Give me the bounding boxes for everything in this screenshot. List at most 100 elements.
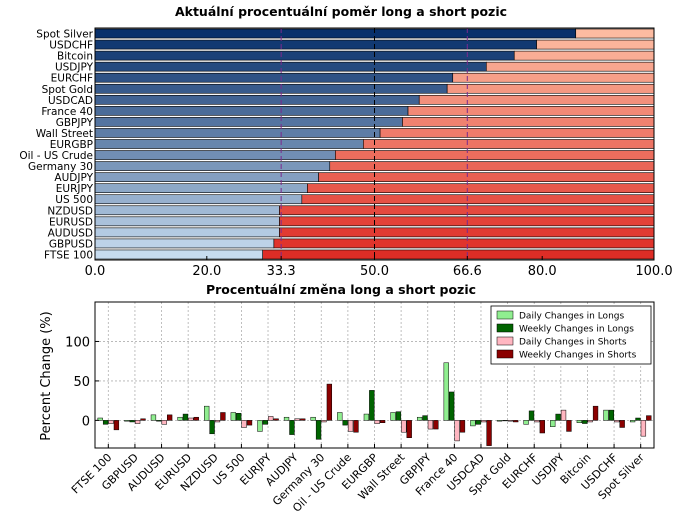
long-bar (94, 106, 409, 116)
change-bar (337, 412, 343, 421)
change-bar (635, 417, 641, 421)
short-bar (446, 83, 655, 94)
long-bar (94, 194, 303, 205)
category-label: Bitcoin (57, 51, 93, 63)
change-bar (486, 420, 492, 446)
category-label: EURCHF (51, 73, 93, 85)
category-label: US 500 (55, 194, 93, 206)
change-bar (102, 420, 109, 425)
change-bar (576, 420, 583, 423)
long-bar (94, 227, 280, 238)
change-bar (204, 405, 210, 421)
change-bar (459, 420, 466, 433)
short-bar (402, 117, 655, 127)
change-bar (236, 413, 242, 421)
change-bar (129, 420, 135, 423)
change-bar (273, 418, 279, 421)
short-bar (536, 39, 655, 50)
legend-swatch (496, 310, 514, 320)
change-bar (502, 420, 508, 422)
bottom-chart-title: Procentuální změna long a short pozic (206, 282, 476, 297)
bottom-y-axis-label: Percent Change (%) (39, 311, 54, 440)
change-bar (257, 420, 263, 432)
category-label: AUDJPY (54, 172, 93, 184)
change-bar (220, 412, 226, 421)
long-bar (94, 83, 448, 94)
x-tick-label: 33.3 (267, 264, 296, 279)
long-bar (94, 139, 364, 149)
bottom-bars (97, 362, 652, 446)
change-bar (321, 420, 327, 423)
change-bar (161, 420, 167, 425)
change-bar (528, 410, 535, 421)
short-bar (279, 205, 655, 216)
legend-swatch (496, 336, 514, 346)
change-bar (496, 420, 503, 422)
change-bar (188, 417, 194, 421)
change-bar (268, 416, 274, 421)
category-label: NZDUSD (47, 205, 93, 217)
long-bar (94, 72, 454, 83)
legend-label: Weekly Changes in Longs (519, 325, 634, 335)
short-bar (418, 94, 655, 105)
category-label: GBPJPY (56, 117, 94, 129)
change-bar (534, 420, 540, 423)
change-bar (140, 418, 146, 421)
category-label: Germany 30 (28, 161, 93, 173)
category-label: USDCAD (48, 95, 93, 107)
change-bar (449, 391, 455, 421)
change-bar (300, 418, 306, 421)
change-bar (246, 420, 253, 426)
change-bar (150, 414, 157, 421)
change-bar (550, 420, 556, 427)
long-bar (94, 94, 420, 105)
change-bar (353, 420, 359, 433)
change-bar (422, 415, 428, 421)
change-bar (347, 420, 354, 432)
change-bar (582, 420, 588, 424)
category-label: Wall Street (36, 128, 93, 140)
category-label: USDCHF (49, 40, 93, 52)
category-label: GBPUSD (49, 238, 93, 250)
x-tick-label: 80.0 (528, 264, 557, 279)
change-bar (507, 420, 513, 422)
change-bar (97, 417, 103, 421)
x-tick-label: 50.0 (360, 264, 389, 279)
change-bar (182, 413, 189, 421)
change-bar (134, 420, 141, 424)
top-x-ticks: 0.0 20.0 33.3 50.0 66.6 80.0 100.0 (85, 256, 673, 279)
category-label: Spot Gold (42, 84, 93, 96)
change-bar (523, 420, 529, 425)
change-bar (363, 413, 370, 421)
change-bar (629, 420, 636, 423)
long-bar (94, 117, 403, 127)
change-bar (614, 420, 620, 423)
change-bar (230, 412, 236, 421)
change-bar (539, 420, 545, 434)
short-bar (329, 161, 655, 171)
long-bar (94, 216, 280, 227)
change-bar (193, 416, 199, 421)
change-bar (443, 362, 449, 421)
change-bar (566, 420, 572, 432)
short-bar (407, 106, 655, 116)
long-bar (94, 50, 515, 61)
change-bar (214, 420, 221, 423)
category-label: EURGBP (50, 139, 93, 151)
long-bar (94, 128, 381, 138)
short-bar (307, 183, 655, 194)
change-bar (603, 409, 609, 421)
change-bar (560, 409, 567, 421)
x-tick-label: 100.0 (635, 264, 672, 279)
short-bar (575, 28, 655, 39)
change-bar (433, 420, 439, 430)
change-bar (608, 409, 615, 421)
change-bar (166, 414, 173, 421)
change-bar (310, 416, 316, 421)
legend-label: Daily Changes in Shorts (519, 338, 627, 348)
x-tick-label: 66.6 (453, 264, 482, 279)
change-bar (283, 416, 290, 421)
change-bar (326, 383, 333, 421)
